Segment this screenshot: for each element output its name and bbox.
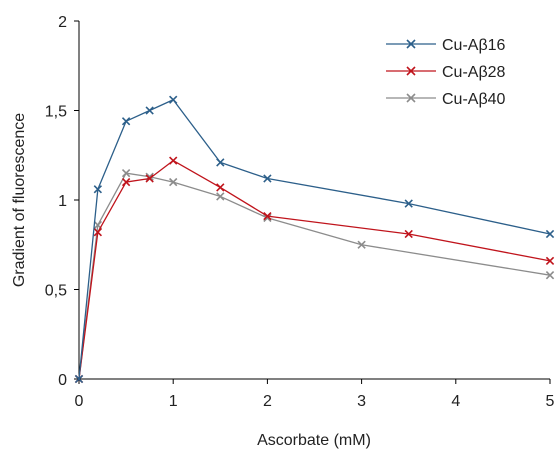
series-layer: [74, 95, 555, 384]
series-0: [74, 95, 555, 384]
legend-label-cu-ab16: Cu-Aβ16: [442, 37, 506, 54]
x-tick-label: 3: [357, 393, 366, 410]
data-point-marker: [121, 117, 131, 126]
x-tick-label: 0: [75, 393, 84, 410]
series-2: [74, 168, 555, 384]
x-tick-label: 4: [451, 393, 460, 410]
y-tick-label: 1: [58, 193, 67, 210]
data-point-marker: [545, 271, 555, 280]
series-line: [78, 172, 551, 380]
y-tick-label: 2: [58, 14, 67, 31]
axes: 0 0,5 1 1,5 2 0 1 2 3 4 5: [45, 14, 555, 410]
data-point-marker: [121, 177, 131, 187]
data-point-marker: [169, 95, 178, 104]
y-ticks: 0 0,5 1 1,5 2: [45, 14, 79, 389]
data-point-marker: [357, 240, 366, 249]
data-point-marker: [263, 174, 272, 183]
data-point-marker: [263, 213, 272, 223]
legend-marker-cu-ab16: [406, 39, 416, 49]
data-point-marker: [145, 174, 154, 183]
data-point-marker: [93, 228, 103, 237]
series-1: [74, 156, 555, 384]
data-point-marker: [216, 183, 225, 192]
data-point-marker: [545, 229, 555, 239]
y-tick-label: 0,5: [45, 283, 67, 300]
series-line: [78, 99, 551, 380]
x-axis-title: Ascorbate (mM): [257, 432, 371, 449]
legend: Cu-Aβ16 Cu-Aβ28 Cu-Aβ40: [386, 37, 506, 108]
legend-item-cu-ab40: Cu-Aβ40: [386, 91, 506, 108]
legend-item-cu-ab16: Cu-Aβ16: [386, 37, 506, 54]
legend-label-cu-ab40: Cu-Aβ40: [442, 91, 506, 108]
legend-label-cu-ab28: Cu-Aβ28: [442, 64, 506, 81]
data-point-marker: [74, 374, 84, 384]
data-point-marker: [404, 229, 413, 239]
data-point-marker: [121, 168, 131, 178]
x-tick-label: 5: [546, 393, 555, 410]
data-point-marker: [145, 106, 154, 115]
y-tick-label: 1,5: [45, 104, 67, 121]
data-point-marker: [169, 177, 178, 187]
data-point-marker: [169, 156, 178, 165]
y-tick-label: 0: [58, 372, 67, 389]
data-point-marker: [93, 185, 103, 194]
x-tick-label: 2: [263, 393, 272, 410]
legend-marker-cu-ab28: [406, 66, 416, 76]
x-ticks: 0 1 2 3 4 5: [75, 379, 555, 410]
data-point-marker: [545, 256, 555, 266]
data-point-marker: [216, 192, 225, 201]
series-line: [78, 159, 551, 380]
data-point-marker: [404, 199, 413, 208]
y-axis-title: Gradient of fluorescence: [11, 113, 28, 287]
legend-item-cu-ab28: Cu-Aβ28: [386, 64, 506, 81]
x-tick-label: 1: [169, 393, 178, 410]
data-point-marker: [216, 158, 225, 167]
legend-marker-cu-ab40: [406, 93, 416, 103]
data-point-marker: [263, 211, 272, 221]
